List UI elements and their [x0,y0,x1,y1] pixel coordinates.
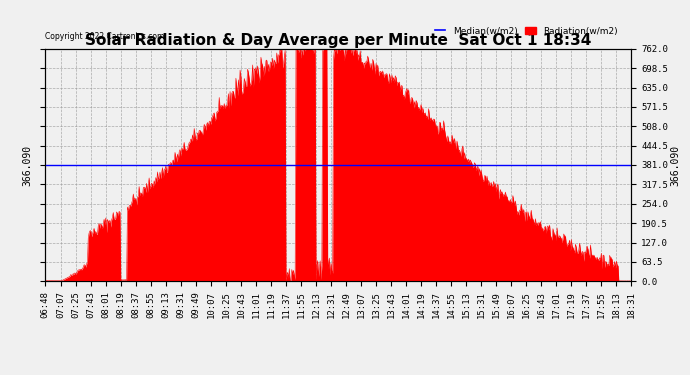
Legend: Median(w/m2), Radiation(w/m2): Median(w/m2), Radiation(w/m2) [431,23,621,39]
Y-axis label: 366.090: 366.090 [671,144,681,186]
Title: Solar Radiation & Day Average per Minute  Sat Oct 1 18:34: Solar Radiation & Day Average per Minute… [85,33,591,48]
Y-axis label: 366.090: 366.090 [22,144,32,186]
Text: Copyright 2022 Cartronics.com: Copyright 2022 Cartronics.com [45,32,164,41]
